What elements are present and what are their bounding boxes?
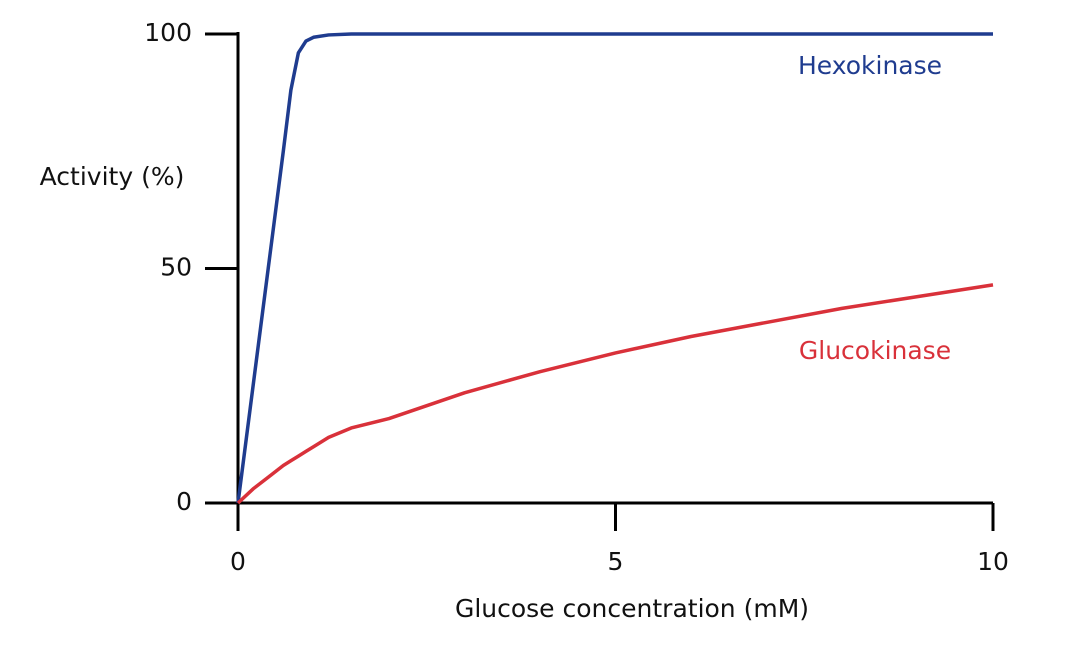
x-tick-label: 10: [977, 547, 1009, 576]
series-line: [236, 32, 993, 504]
x-axis-title: Glucose concentration (mM): [455, 594, 809, 623]
series-line: [236, 283, 994, 505]
series-label: Glucokinase: [799, 336, 951, 365]
y-tick-label: 100: [144, 18, 192, 47]
y-tick-label: 50: [160, 253, 192, 282]
x-tick-label: 0: [230, 547, 246, 576]
x-tick-label: 5: [608, 547, 624, 576]
y-axis-title: Activity (%): [40, 162, 185, 191]
series-label: Hexokinase: [798, 51, 942, 80]
y-tick-label: 0: [176, 487, 192, 516]
